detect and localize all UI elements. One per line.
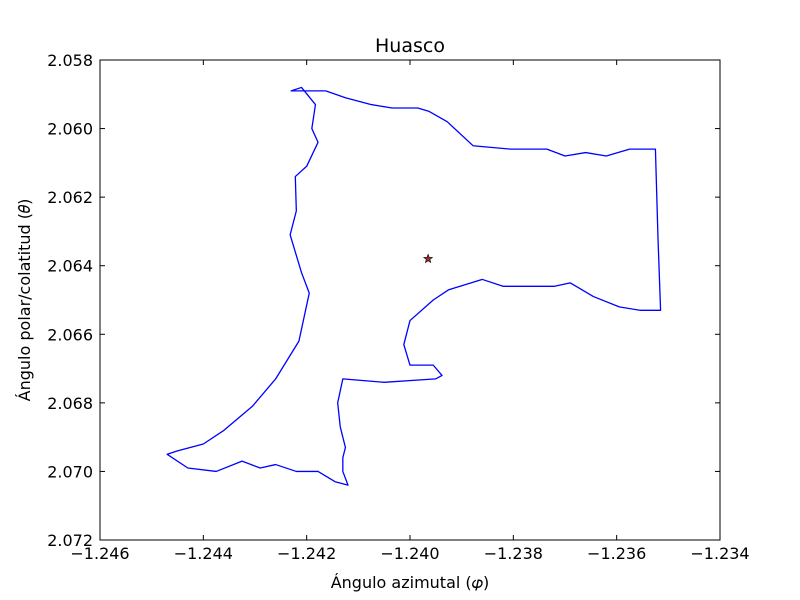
y-tick-label: 2.064 xyxy=(47,257,93,276)
x-tick-label: −1.242 xyxy=(277,544,336,563)
tick-layer: −1.246 −1.244 −1.242 −1.240 −1.238 −1.236 −1.2… xyxy=(47,51,749,563)
x-axis-label: Ángulo azimutal (𝜑) xyxy=(331,573,490,592)
x-tick-label: −1.246 xyxy=(70,544,129,563)
x-tick-label: −1.236 xyxy=(587,544,646,563)
y-tick-label: 2.066 xyxy=(47,325,93,344)
y-axis-label: Ángulo polar/colatitud (𝜃) xyxy=(15,199,34,402)
y-tick-label: 2.068 xyxy=(47,394,93,413)
boundary-line xyxy=(166,86,662,486)
y-tick-label: 2.058 xyxy=(47,51,93,70)
y-tick-label: 2.062 xyxy=(47,188,93,207)
centroid-star-marker xyxy=(422,253,434,264)
x-tick-label: −1.240 xyxy=(380,544,439,563)
x-tick-label: −1.234 xyxy=(690,544,749,563)
y-tick-label: 2.072 xyxy=(47,531,93,550)
x-tick-label: −1.244 xyxy=(174,544,233,563)
y-tick-label: 2.060 xyxy=(47,120,93,139)
plot-area xyxy=(166,86,662,486)
chart-title: Huasco xyxy=(375,35,445,57)
x-tick-label: −1.238 xyxy=(484,544,543,563)
y-tick-label: 2.070 xyxy=(47,462,93,481)
